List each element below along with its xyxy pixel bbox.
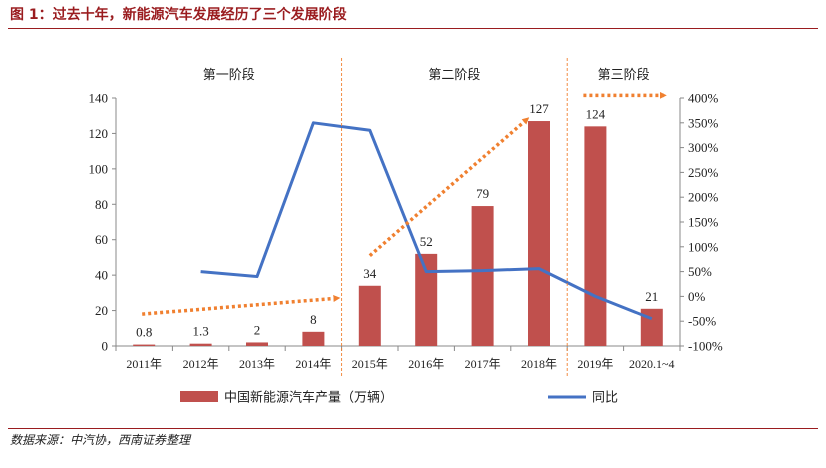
y-left-tick-label: 120	[89, 126, 109, 141]
y-right-tick-label: 250%	[688, 165, 719, 180]
x-tick-label: 2012年	[183, 357, 219, 371]
bar	[302, 331, 325, 346]
legend-line-label: 同比	[592, 391, 618, 406]
x-tick-label: 2014年	[295, 357, 331, 371]
bar	[471, 206, 494, 346]
legend-bar-swatch	[180, 391, 218, 402]
bar-data-label: 124	[586, 106, 606, 121]
y-right-tick-label: -100%	[688, 339, 723, 354]
x-tick-label: 2016年	[408, 357, 444, 371]
stage2-trend-arrow	[368, 117, 530, 257]
y-left-tick-label: 80	[95, 197, 108, 212]
y-right-tick-label: -50%	[688, 314, 716, 329]
y-right-tick-label: 50%	[688, 264, 712, 279]
y-left-tick-label: 0	[102, 339, 109, 354]
stage-label: 第二阶段	[428, 67, 480, 82]
bar	[584, 126, 607, 346]
figure-title: 图 1：过去十年，新能源汽车发展经历了三个发展阶段	[10, 7, 347, 23]
title-rule	[8, 28, 818, 29]
source-note: 数据来源：中汽协，西南证券整理	[10, 433, 191, 447]
y-right-tick-label: 100%	[688, 239, 719, 254]
y-right-tick-label: 150%	[688, 215, 719, 230]
source-rule	[8, 428, 818, 429]
x-tick-label: 2015年	[352, 357, 388, 371]
stage-label: 第三阶段	[598, 67, 650, 82]
y-left-tick-label: 20	[95, 303, 108, 318]
bar	[415, 253, 438, 346]
x-tick-label: 2018年	[521, 357, 557, 371]
bar	[528, 121, 550, 347]
y-right-tick-label: 200%	[688, 190, 719, 205]
bar	[246, 342, 268, 346]
y-left-tick-label: 40	[95, 268, 108, 283]
bar	[133, 344, 156, 346]
y-left-tick-label: 60	[95, 232, 108, 247]
bar-data-label: 21	[645, 289, 658, 304]
bar-data-label: 79	[476, 186, 489, 201]
bar-data-label: 2	[254, 322, 261, 337]
bar-data-label: 0.8	[136, 325, 152, 340]
bar-data-label: 34	[363, 266, 377, 281]
y-left-tick-label: 140	[89, 91, 109, 106]
bar-data-label: 1.3	[192, 324, 208, 339]
x-tick-label: 2013年	[239, 357, 275, 371]
y-right-tick-label: 0%	[688, 289, 706, 304]
yoy-line-series	[200, 121, 653, 321]
x-tick-label: 2019年	[577, 357, 613, 371]
y-right-tick-label: 300%	[688, 140, 719, 155]
stage1-trend-arrow	[142, 295, 341, 316]
y-right-tick-label: 400%	[688, 91, 719, 106]
legend-bar-label: 中国新能源汽车产量（万辆）	[224, 390, 393, 406]
x-tick-label: 2020.1~4	[629, 357, 675, 371]
stage-label: 第一阶段	[203, 67, 255, 82]
bar-data-label: 127	[529, 101, 549, 116]
chart: 0 20 40 60 80 100 120 140 -100% -50% 0% 50% 100% 150%…	[89, 58, 723, 406]
x-tick-label: 2017年	[465, 357, 501, 371]
bar-data-label: 8	[310, 312, 317, 327]
bar	[189, 343, 212, 346]
x-tick-label: 2011年	[126, 357, 162, 371]
y-left-tick-label: 100	[89, 161, 109, 176]
bar	[358, 285, 381, 346]
y-right-tick-label: 350%	[688, 115, 719, 130]
bar-data-label: 52	[420, 234, 433, 249]
